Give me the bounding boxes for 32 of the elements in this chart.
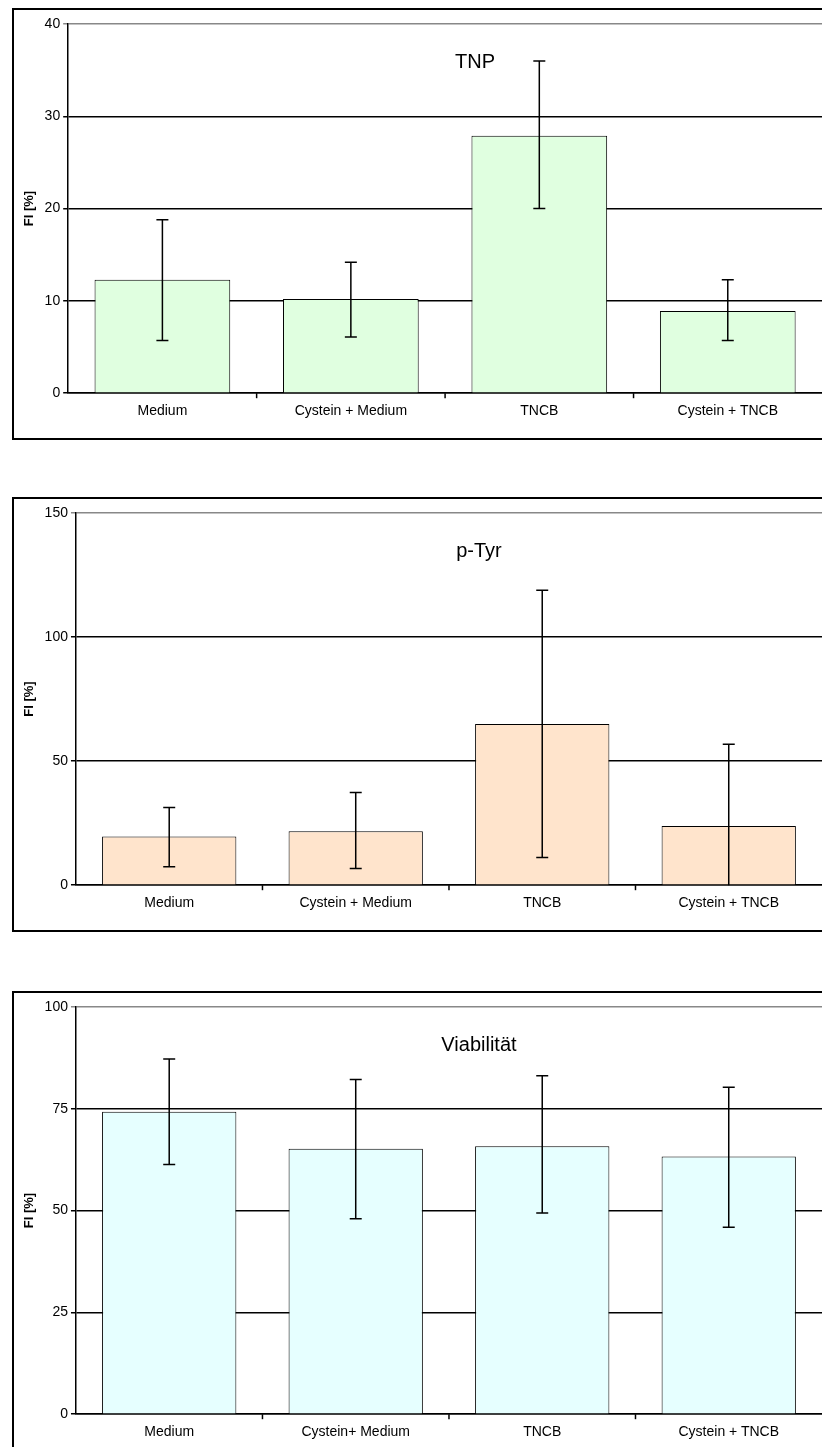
text: Viabilität xyxy=(441,1032,518,1055)
y-tick-label: 100 xyxy=(44,997,69,1014)
x-tick-label: Cystein + TNCB xyxy=(677,402,779,419)
x-tick-label: Cystein + TNCB xyxy=(678,1423,779,1440)
y-axis-title: FI [%] xyxy=(21,1192,37,1229)
y-tick-label: 40 xyxy=(44,14,61,31)
x-tick-label: Cystein + Medium xyxy=(294,402,408,419)
x-tick-label: TNCB xyxy=(520,402,559,419)
x-tick-label: Medium xyxy=(137,402,188,419)
x-tick-label: TNCB xyxy=(523,894,562,911)
x-tick-label: Cystein + TNCB xyxy=(678,894,779,911)
y-axis-title: FI [%] xyxy=(21,190,37,227)
y-tick-label: 50 xyxy=(52,751,69,768)
y-tick-label: 25 xyxy=(52,1303,69,1320)
y-axis-title: FI [%] xyxy=(21,681,37,717)
y-tick-label: 0 xyxy=(60,876,69,893)
text: TNP xyxy=(455,49,496,72)
y-tick-label: 100 xyxy=(44,627,69,644)
text: p-Tyr xyxy=(456,538,503,561)
y-tick-label: 20 xyxy=(44,199,61,216)
x-tick-label: Cystein + Medium xyxy=(299,894,412,911)
y-tick-label: 0 xyxy=(52,384,61,401)
y-tick-label: 10 xyxy=(44,291,61,308)
y-tick-label: 75 xyxy=(52,1099,69,1116)
x-tick-label: Cystein+ Medium xyxy=(301,1423,410,1440)
y-tick-label: 30 xyxy=(44,107,61,124)
x-tick-label: Medium xyxy=(144,1423,195,1440)
y-tick-label: 150 xyxy=(44,503,69,520)
x-tick-label: Medium xyxy=(144,894,195,911)
x-tick-label: TNCB xyxy=(523,1423,562,1440)
y-tick-label: 50 xyxy=(52,1201,69,1218)
y-tick-label: 0 xyxy=(60,1405,69,1422)
